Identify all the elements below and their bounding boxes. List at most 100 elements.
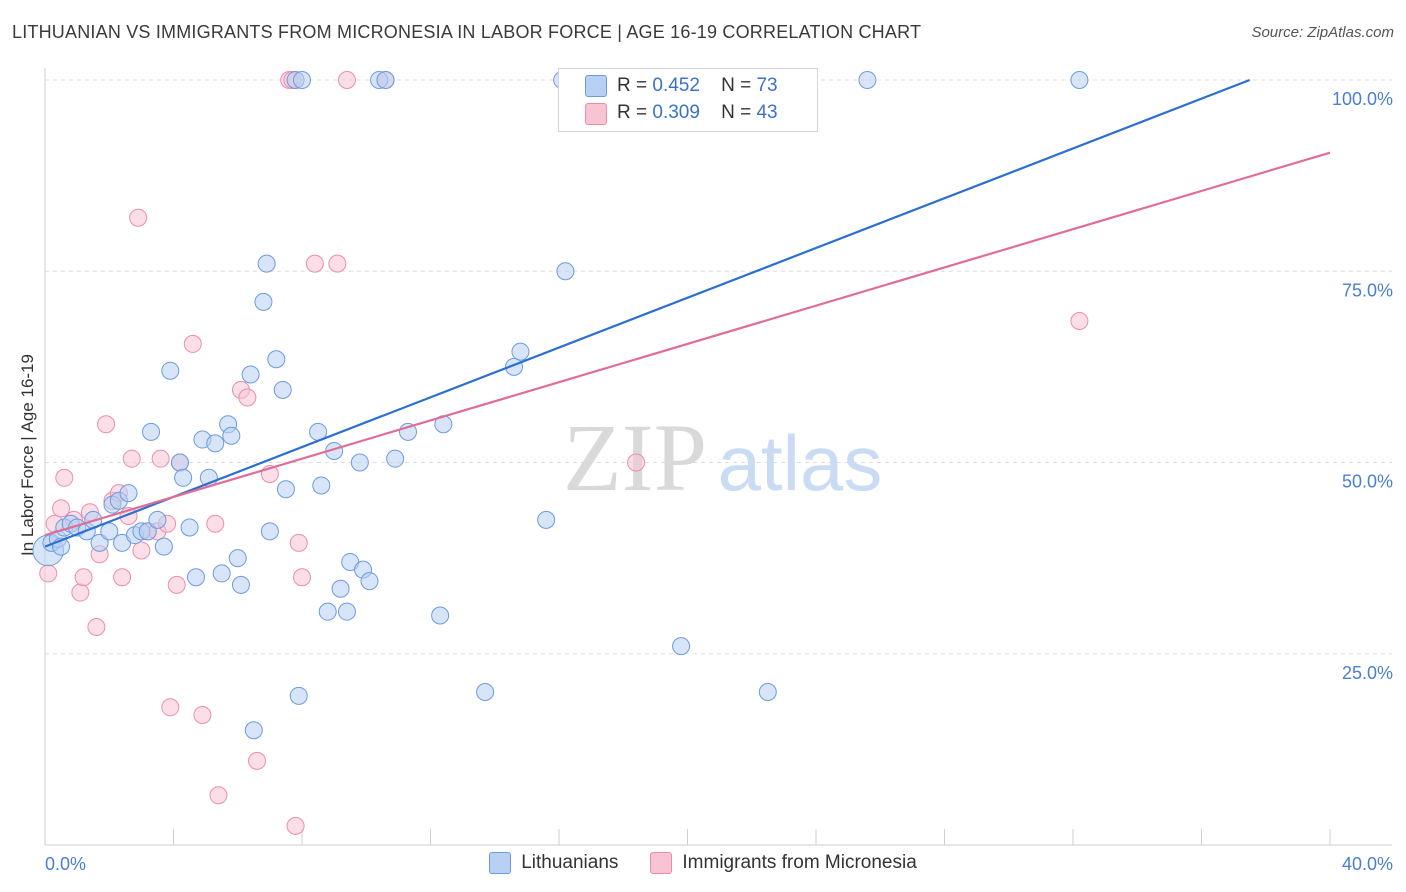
lithuanian-point (180, 518, 199, 537)
trend-line-micronesia (44, 151, 1331, 537)
lithuanian-point (537, 510, 556, 529)
lithuanian-point (337, 602, 356, 621)
lithuanian-point (1070, 71, 1089, 89)
lithuanian-point (758, 683, 777, 701)
micronesia-point (39, 564, 58, 583)
micronesia-point (238, 388, 257, 407)
lithuanian-point (672, 637, 691, 656)
y-tick-label: 25.0% (1342, 663, 1393, 683)
micronesia-point (97, 415, 116, 434)
lithuanian-point (170, 453, 189, 472)
lithuanian-point (376, 71, 395, 89)
lithuanian-point (174, 468, 193, 487)
lithuanian-point (254, 292, 273, 311)
r-label: R = (617, 102, 648, 123)
lithuanian-point (276, 480, 295, 499)
lithuanian-point (289, 686, 308, 705)
micronesia-point (206, 514, 225, 533)
micronesia-point (161, 698, 180, 717)
micronesia-point (167, 575, 186, 594)
legend-label-lithuanians: Lithuanians (521, 852, 619, 873)
lithuanian-point (858, 71, 877, 89)
lithuanian-point (228, 549, 247, 568)
micronesia-point (183, 334, 202, 353)
micronesia-point (87, 617, 106, 636)
lithuanian-point (360, 572, 379, 591)
series-lithuanians-points (32, 71, 1089, 740)
lithuanian-point (331, 579, 350, 598)
lithuanian-point (556, 262, 575, 281)
x-tick-label: 40.0% (1342, 854, 1393, 874)
micronesia-point (122, 449, 141, 468)
micronesia-point (289, 533, 308, 552)
y-tick-label: 50.0% (1342, 472, 1393, 492)
micronesia-point (328, 254, 347, 273)
lithuanian-point (142, 422, 161, 441)
watermark: ZIP atlas (563, 404, 882, 511)
stats-row-lithuanians: R = 0.452 N = 73 (617, 73, 778, 99)
micronesia-point (52, 499, 71, 518)
micronesia-point (305, 254, 324, 273)
lithuanian-point (148, 510, 167, 529)
trend-lines (44, 78, 1331, 548)
legend-swatch-blue (585, 75, 607, 97)
lithuanian-point (119, 484, 138, 503)
n-value: 43 (756, 102, 778, 123)
lithuanian-point (244, 721, 263, 740)
lithuanian-point (206, 434, 225, 453)
legend-label-micronesia: Immigrants from Micronesia (682, 852, 917, 873)
legend-item-micronesia[interactable]: Immigrants from Micronesia (650, 852, 917, 874)
micronesia-point (113, 568, 132, 587)
micronesia-point (627, 453, 646, 472)
lithuanian-point (431, 606, 450, 625)
n-label: N = (721, 102, 752, 123)
micronesia-point (209, 786, 228, 805)
lithuanian-point (257, 254, 276, 273)
series-legend: Lithuanians Immigrants from Micronesia (0, 852, 1406, 874)
chart-title: LITHUANIAN VS IMMIGRANTS FROM MICRONESIA… (12, 22, 922, 42)
micronesia-point (286, 816, 305, 835)
n-value: 73 (756, 75, 778, 96)
watermark-atlas: atlas (718, 419, 883, 507)
lithuanian-point (386, 449, 405, 468)
lithuanian-point (154, 537, 173, 556)
n-label: N = (721, 75, 752, 96)
legend-item-lithuanians[interactable]: Lithuanians (489, 852, 618, 874)
micronesia-point (193, 705, 212, 724)
micronesia-point (293, 568, 311, 587)
lithuanian-point (138, 522, 157, 541)
legend-swatch-lithuanians (489, 852, 512, 874)
micronesia-point (248, 751, 267, 770)
x-tick-label: 0.0% (45, 854, 86, 874)
stats-row-micronesia: R = 0.309 N = 43 (617, 100, 778, 126)
micronesia-point (55, 468, 74, 487)
lithuanian-point (273, 380, 292, 399)
axes (44, 68, 1392, 846)
y-tick-label: 75.0% (1342, 280, 1393, 300)
micronesia-point (129, 208, 148, 227)
lithuanian-point (476, 683, 495, 701)
lithuanian-point (350, 453, 369, 472)
lithuanian-point (222, 426, 241, 445)
y-tick-label: 100.0% (1332, 89, 1393, 109)
lithuanian-point (161, 361, 180, 380)
micronesia-point (337, 71, 356, 89)
lithuanian-point (260, 522, 279, 541)
r-value: 0.309 (652, 102, 700, 123)
lithuanian-point (267, 350, 286, 369)
lithuanian-point (241, 365, 260, 384)
lithuanian-point (293, 71, 311, 89)
tick-labels: 25.0% 50.0% 75.0% 100.0% 0.0% 40.0% (45, 89, 1393, 874)
micronesia-point (74, 568, 93, 587)
micronesia-point (151, 449, 170, 468)
micronesia-point (132, 541, 151, 560)
lithuanian-point (90, 533, 109, 552)
lithuanian-point (318, 602, 337, 621)
source-label: Source: ZipAtlas.com (1251, 24, 1394, 41)
legend-swatch-micronesia (650, 852, 673, 874)
r-label: R = (617, 75, 648, 96)
lithuanian-point (231, 575, 250, 594)
lithuanian-point (212, 564, 231, 583)
r-value: 0.452 (652, 75, 700, 96)
